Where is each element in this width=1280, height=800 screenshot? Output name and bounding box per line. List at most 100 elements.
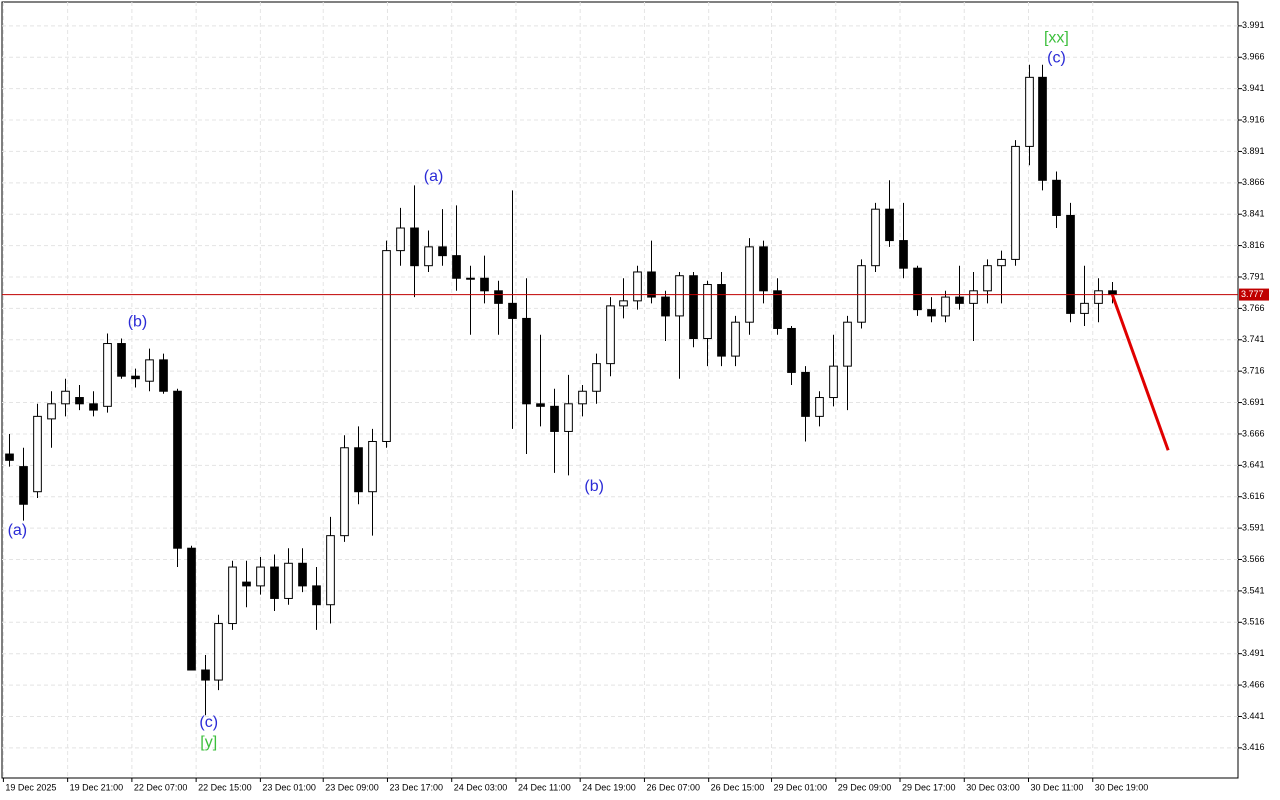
candle-body bbox=[187, 547, 196, 671]
candle-body bbox=[47, 403, 56, 420]
y-tick-label: 3.816 bbox=[1242, 240, 1265, 250]
candle-body bbox=[284, 562, 293, 599]
x-tick-label: 23 Dec 09:00 bbox=[325, 782, 379, 792]
candle-body bbox=[745, 246, 754, 323]
candle-body bbox=[1011, 145, 1020, 260]
candle-body bbox=[396, 227, 405, 252]
candle-body bbox=[312, 585, 321, 606]
x-tick-label: 29 Dec 09:00 bbox=[838, 782, 892, 792]
candle-body bbox=[452, 255, 461, 279]
candle-body bbox=[1094, 290, 1103, 304]
candle-body bbox=[242, 581, 251, 587]
y-tick-label: 3.766 bbox=[1242, 303, 1265, 313]
wave-label: (b) bbox=[128, 313, 148, 330]
y-tick-label: 3.666 bbox=[1242, 428, 1265, 438]
candle-body bbox=[270, 566, 279, 599]
candle-body bbox=[647, 271, 656, 298]
candle-body bbox=[61, 390, 70, 405]
candle-body bbox=[354, 447, 363, 493]
candle-body bbox=[578, 390, 587, 405]
candle-body bbox=[368, 440, 377, 493]
candle-body bbox=[689, 275, 698, 340]
wave-label: [y] bbox=[200, 734, 217, 751]
candle-body bbox=[941, 296, 950, 317]
candle-body bbox=[913, 267, 922, 311]
candle-body bbox=[466, 277, 475, 280]
candle-body bbox=[550, 405, 559, 432]
x-tick-label: 29 Dec 01:00 bbox=[774, 782, 828, 792]
y-tick-label: 3.616 bbox=[1242, 491, 1265, 501]
wave-label: (a) bbox=[8, 522, 28, 539]
forecast-line bbox=[1110, 294, 1170, 451]
wave-label: (c) bbox=[199, 714, 218, 731]
candle-body bbox=[228, 566, 237, 625]
y-tick-label: 3.966 bbox=[1242, 52, 1265, 62]
x-tick-label: 24 Dec 19:00 bbox=[582, 782, 636, 792]
candle-body bbox=[773, 290, 782, 329]
candle-body bbox=[131, 375, 140, 380]
x-tick-label: 22 Dec 15:00 bbox=[198, 782, 252, 792]
y-tick-label: 3.516 bbox=[1242, 617, 1265, 627]
candle-body bbox=[5, 453, 14, 461]
candle-body bbox=[759, 246, 768, 292]
candle-body bbox=[536, 403, 545, 407]
y-tick-label: 3.841 bbox=[1242, 209, 1265, 219]
wave-label: (c) bbox=[1047, 50, 1066, 67]
candle-body bbox=[1108, 290, 1117, 296]
y-tick-label: 3.691 bbox=[1242, 397, 1265, 407]
x-tick-label: 23 Dec 17:00 bbox=[389, 782, 443, 792]
candle-body bbox=[1025, 76, 1034, 147]
y-tick-label: 3.416 bbox=[1242, 742, 1265, 752]
y-tick-label: 3.891 bbox=[1242, 146, 1265, 156]
candle-body bbox=[340, 447, 349, 537]
candle-body bbox=[843, 321, 852, 367]
candle-body bbox=[1080, 302, 1089, 314]
candle-body bbox=[214, 623, 223, 681]
candle-body bbox=[1052, 179, 1061, 216]
y-tick-label: 3.941 bbox=[1242, 83, 1265, 93]
candle-body bbox=[927, 309, 936, 317]
candle-body bbox=[508, 302, 517, 319]
candle-body bbox=[522, 317, 531, 405]
x-tick-label: 23 Dec 01:00 bbox=[262, 782, 316, 792]
y-tick-label: 3.991 bbox=[1242, 20, 1265, 30]
candle-body bbox=[717, 284, 726, 357]
candle-body bbox=[410, 227, 419, 267]
candle-body bbox=[480, 277, 489, 292]
candle-body bbox=[675, 275, 684, 317]
candle-body bbox=[201, 669, 210, 681]
candle-body bbox=[899, 240, 908, 269]
x-tick-label: 24 Dec 03:00 bbox=[454, 782, 508, 792]
candle-body bbox=[159, 359, 168, 392]
candle-body bbox=[592, 363, 601, 392]
x-tick-label: 24 Dec 11:00 bbox=[518, 782, 571, 792]
candle-body bbox=[438, 246, 447, 257]
candle-body bbox=[619, 300, 628, 307]
candle-body bbox=[606, 305, 615, 365]
x-tick-label: 19 Dec 21:00 bbox=[70, 782, 124, 792]
x-tick-label: 30 Dec 19:00 bbox=[1095, 782, 1149, 792]
x-tick-label: 19 Dec 2025 bbox=[5, 782, 56, 792]
y-tick-label: 3.466 bbox=[1242, 679, 1265, 689]
y-tick-label: 3.791 bbox=[1242, 271, 1265, 281]
candle-body bbox=[89, 403, 98, 411]
candle-body bbox=[326, 535, 335, 606]
y-tick-label: 3.866 bbox=[1242, 177, 1265, 187]
candle-body bbox=[19, 466, 28, 505]
candle-body bbox=[955, 296, 964, 304]
candle-body bbox=[871, 208, 880, 267]
candle-body bbox=[103, 343, 112, 407]
wave-label: (b) bbox=[584, 478, 604, 495]
y-tick-label: 3.716 bbox=[1242, 366, 1265, 376]
candle-body bbox=[256, 566, 265, 587]
candle-body bbox=[731, 321, 740, 357]
candle-body bbox=[801, 371, 810, 417]
candle-body bbox=[494, 290, 503, 304]
candle-body bbox=[75, 397, 84, 405]
candle-body bbox=[787, 327, 796, 373]
y-tick-label: 3.641 bbox=[1242, 460, 1265, 470]
y-tick-label: 3.566 bbox=[1242, 554, 1265, 564]
candle-body bbox=[1066, 214, 1075, 314]
